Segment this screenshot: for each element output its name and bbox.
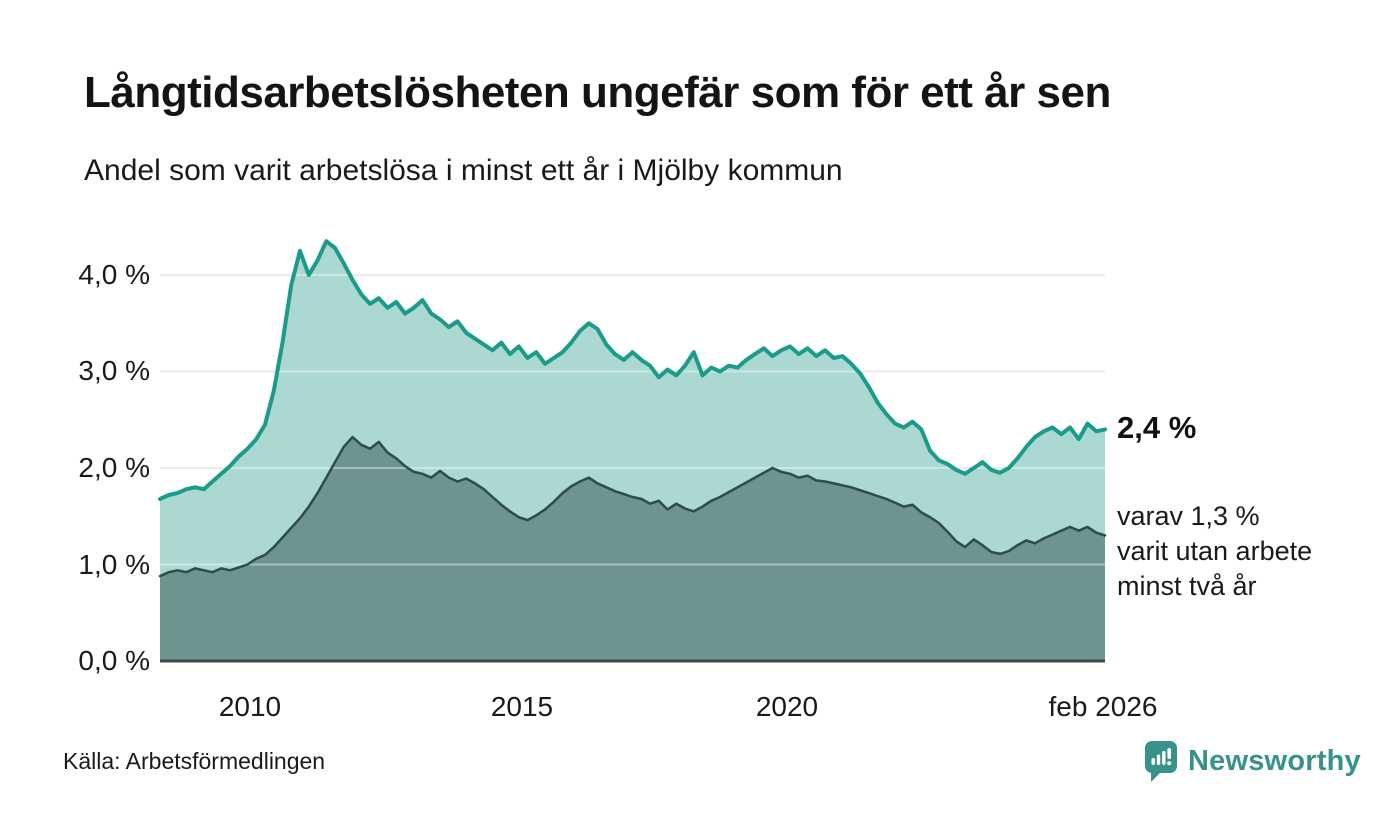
y-tick-label: 1,0 % [78, 549, 150, 580]
newsworthy-wordmark: Newsworthy [1188, 745, 1361, 777]
latest-value-label: 2,4 % [1117, 410, 1197, 445]
y-tick-label: 3,0 % [78, 355, 150, 386]
source-credit: Källa: Arbetsförmedlingen [63, 748, 326, 774]
x-tick-label: 2020 [755, 691, 819, 722]
page-subtitle: Andel som varit arbetslösa i minst ett å… [84, 154, 843, 187]
x-tick-label: feb 2026 [1048, 691, 1158, 722]
x-tick-label: 2010 [218, 691, 282, 722]
series2-annotation: varav 1,3 % varit utan arbete minst två … [1117, 499, 1312, 604]
newsworthy-logo[interactable]: Newsworthy [1144, 740, 1361, 783]
annotation-line: minst två år [1117, 571, 1257, 601]
newsworthy-bubble-icon [1145, 741, 1177, 782]
page-title: Långtidsarbetslösheten ungefär som för e… [84, 68, 1111, 117]
y-tick-label: 0,0 % [78, 645, 150, 676]
y-tick-label: 4,0 % [78, 259, 150, 290]
y-tick-label: 2,0 % [78, 452, 150, 483]
annotation-line: varav 1,3 % [1117, 501, 1260, 531]
x-tick-label: 2015 [490, 691, 554, 722]
annotation-line: varit utan arbete [1117, 536, 1313, 566]
